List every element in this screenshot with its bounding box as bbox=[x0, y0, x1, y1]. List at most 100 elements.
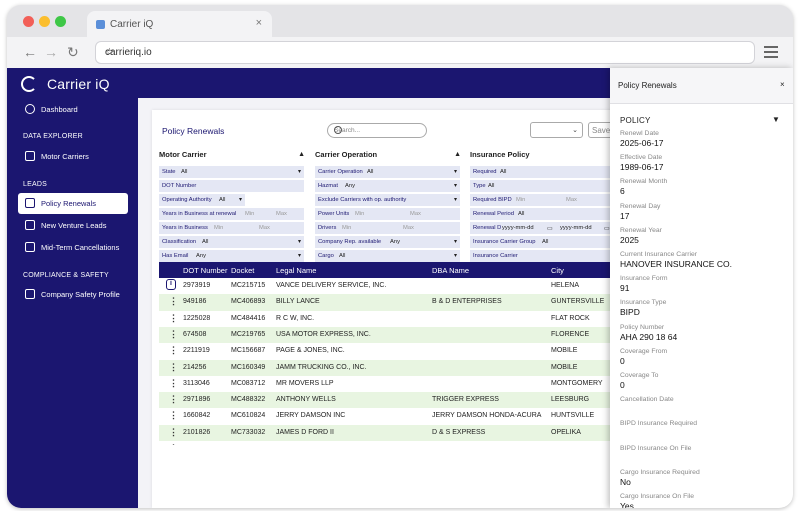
column-header-docket[interactable]: Docket bbox=[231, 266, 255, 275]
chevron-down-icon: ▾ bbox=[453, 253, 457, 259]
saved-filter-select[interactable]: ⌄ bbox=[530, 122, 583, 138]
years-business-filter[interactable]: Years in Business Min Max bbox=[159, 222, 304, 234]
truck-icon bbox=[25, 151, 35, 161]
tab-title: Carrier iQ bbox=[110, 19, 154, 30]
column-header-dot[interactable]: DOT Number bbox=[183, 266, 228, 275]
back-arrow-icon[interactable]: ← bbox=[23, 44, 37, 60]
sidebar-item-dashboard[interactable]: Dashboard bbox=[18, 99, 128, 120]
classification-filter[interactable]: Classification All ▾ bbox=[159, 236, 304, 248]
drivers-filter[interactable]: Drivers Min Max bbox=[315, 222, 460, 234]
table-row[interactable]: ⋮ 949186 MC406893 BILLY LANCE B & D ENTERPRI… bbox=[159, 294, 637, 311]
table-row[interactable]: ⋮247665MC171298NATIONAL ROAD TRANSPORT, … bbox=[159, 441, 637, 445]
insurance-carrier-group-filter[interactable]: Insurance Carrier Group All ▾ bbox=[470, 236, 625, 248]
row-actions-icon[interactable]: ⋮ bbox=[169, 345, 178, 356]
max-input[interactable]: Max bbox=[259, 225, 270, 231]
row-actions-icon[interactable]: ⋮ bbox=[169, 394, 178, 405]
minimize-window-button[interactable] bbox=[39, 16, 50, 27]
tab-close-icon[interactable]: × bbox=[255, 17, 262, 29]
sidebar-item-policy-renewals[interactable]: Policy Renewals bbox=[18, 193, 128, 214]
policy-field-value: Yes bbox=[620, 501, 634, 508]
cell-city: HUNTSVILLE bbox=[551, 412, 595, 420]
exclude-op-authority-filter[interactable]: Exclude Carriers with op. authority ▾ bbox=[315, 194, 460, 206]
collapse-caret-icon[interactable]: ▲ bbox=[298, 151, 305, 158]
min-input[interactable]: Min bbox=[245, 211, 255, 217]
row-actions-icon[interactable]: ⋮ bbox=[169, 312, 178, 323]
required-bipd-filter[interactable]: Required BIPD Min Max bbox=[470, 194, 625, 206]
hazmat-filter[interactable]: Hazmat Any ▾ bbox=[315, 180, 460, 192]
required-filter[interactable]: Required All ▾ bbox=[470, 166, 625, 178]
renewal-date-filter[interactable]: Renewal D yyyy-mm-dd ▭ yyyy-mm-dd ▭ bbox=[470, 222, 625, 234]
table-row[interactable]: ⋮ 2211919 MC156687 PAGE & JONES, INC. MOBILE… bbox=[159, 343, 637, 359]
collapse-caret-icon[interactable]: ▲ bbox=[454, 151, 461, 158]
browser-menu-icon[interactable] bbox=[764, 46, 778, 61]
browser-tab[interactable]: Carrier iQ × bbox=[87, 11, 272, 37]
column-header-city[interactable]: City bbox=[551, 266, 564, 275]
row-actions-icon[interactable]: ⋮ bbox=[169, 328, 178, 339]
carrier-operation-filter[interactable]: Carrier Operation All ▾ bbox=[315, 166, 460, 178]
row-actions-icon[interactable]: ⋮ bbox=[169, 443, 178, 445]
type-filter[interactable]: Type All ▾ bbox=[470, 180, 625, 192]
years-business-renewal-filter[interactable]: Years in Business at renewal Min Max bbox=[159, 208, 304, 220]
row-actions-icon[interactable]: ⋮ bbox=[169, 361, 178, 372]
bookmark-star-icon[interactable]: ☆ bbox=[105, 47, 114, 58]
table-row[interactable]: ⋮ 1660842 MC610824 JERRY DAMSON INC JERRY DA… bbox=[159, 408, 637, 424]
column-header-dba-name[interactable]: DBA Name bbox=[432, 266, 470, 275]
forward-arrow-icon[interactable]: → bbox=[44, 44, 58, 60]
sidebar-item-motor-carriers[interactable]: Motor Carriers bbox=[18, 146, 128, 167]
sidebar-item-label: Motor Carriers bbox=[41, 152, 89, 161]
power-units-filter[interactable]: Power Units Min Max bbox=[315, 208, 460, 220]
policy-field: BIPD Insurance Required bbox=[620, 420, 785, 428]
operating-authority-filter[interactable]: Operating Authority All ▾ bbox=[159, 194, 245, 206]
column-header-legal-name[interactable]: Legal Name bbox=[276, 266, 317, 275]
max-input[interactable]: Max bbox=[566, 197, 577, 203]
reload-icon[interactable]: ↻ bbox=[67, 44, 79, 60]
max-input[interactable]: Max bbox=[403, 225, 414, 231]
renewal-date-from-input[interactable]: yyyy-mm-dd bbox=[502, 225, 534, 231]
renewal-period-filter[interactable]: Renewal Period All ▾ bbox=[470, 208, 625, 220]
calendar-icon[interactable]: ▭ bbox=[604, 226, 610, 232]
filter-value: All bbox=[542, 239, 549, 245]
close-window-button[interactable] bbox=[23, 16, 34, 27]
sidebar-item-company-safety-profile[interactable]: Company Safety Profile bbox=[18, 284, 128, 305]
panel-title: Policy Renewals bbox=[618, 81, 677, 90]
company-rep-filter[interactable]: Company Rep. available Any ▾ bbox=[315, 236, 460, 248]
sidebar-item-mid-term-cancellations[interactable]: Mid-Term Cancellations bbox=[18, 237, 128, 258]
row-actions-icon[interactable]: i bbox=[166, 279, 176, 290]
renewal-date-to-input[interactable]: yyyy-mm-dd bbox=[560, 225, 592, 231]
state-filter[interactable]: State All ▾ bbox=[159, 166, 304, 178]
min-input[interactable]: Min bbox=[355, 211, 365, 217]
table-row[interactable]: i 2973919 MC215715 VANCE DELIVERY SERVICE, … bbox=[159, 278, 637, 294]
min-input[interactable]: Min bbox=[342, 225, 352, 231]
cell-city: MOBILE bbox=[551, 347, 578, 355]
max-input[interactable]: Max bbox=[410, 211, 421, 217]
table-row[interactable]: ⋮ 2971896 MC488322 ANTHONY WELLS TRIGGER EXP… bbox=[159, 392, 637, 409]
cargo-filter[interactable]: Cargo All ▾ bbox=[315, 250, 460, 262]
search-input[interactable]: Search... bbox=[327, 123, 427, 138]
table-row[interactable]: ⋮ 2101826 MC733032 JAMES D FORD II D & S EXP… bbox=[159, 424, 637, 441]
calendar-icon[interactable]: ▭ bbox=[547, 226, 553, 232]
row-actions-icon[interactable]: ⋮ bbox=[169, 377, 178, 388]
dot-number-filter[interactable]: DOT Number bbox=[159, 180, 304, 192]
row-actions-icon[interactable]: ⋮ bbox=[169, 426, 178, 437]
policy-field-label: Cancellation Date bbox=[620, 396, 674, 404]
min-input[interactable]: Min bbox=[516, 197, 526, 203]
address-bar[interactable]: carrieriq.io ☆ bbox=[95, 41, 755, 64]
table-row[interactable]: ⋮ 674508 MC219765 USA MOTOR EXPRESS, INC. FL… bbox=[159, 326, 637, 344]
table-row[interactable]: ⋮ 214256 MC160349 JAMM TRUCKING CO., INC. MO… bbox=[159, 359, 637, 376]
sidebar-item-new-venture-leads[interactable]: New Venture Leads bbox=[18, 215, 128, 236]
close-icon[interactable]: × bbox=[780, 80, 785, 89]
maximize-window-button[interactable] bbox=[55, 16, 66, 27]
has-email-filter[interactable]: Has Email Any ▾ bbox=[159, 250, 304, 262]
filter-label: Exclude Carriers with op. authority bbox=[318, 197, 407, 203]
renewal-icon bbox=[25, 198, 35, 208]
search-icon[interactable] bbox=[334, 126, 342, 134]
min-input[interactable]: Min bbox=[214, 225, 224, 231]
collapse-caret-icon[interactable]: ▼ bbox=[772, 115, 780, 124]
insurance-carrier-filter[interactable]: Insurance Carrier bbox=[470, 250, 625, 262]
max-input[interactable]: Max bbox=[276, 211, 287, 217]
filter-label: Carrier Operation bbox=[318, 169, 363, 175]
row-actions-icon[interactable]: ⋮ bbox=[169, 296, 178, 307]
row-actions-icon[interactable]: ⋮ bbox=[169, 410, 178, 421]
